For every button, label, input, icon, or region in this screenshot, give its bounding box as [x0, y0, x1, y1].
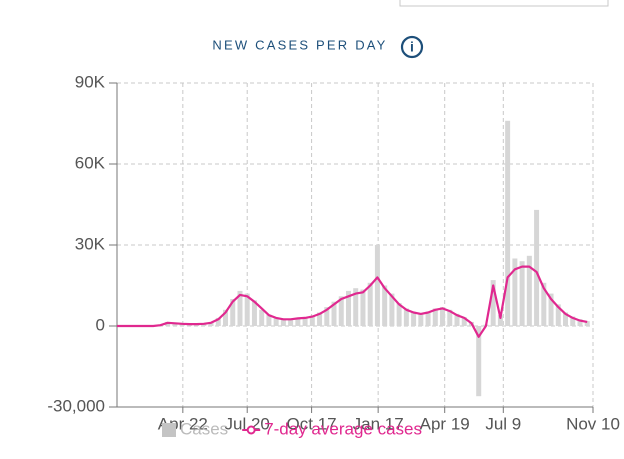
legend-item[interactable]: 7-day average cases — [242, 419, 422, 438]
bar — [259, 309, 265, 326]
bar — [237, 290, 243, 326]
bar — [324, 307, 330, 326]
bar — [172, 323, 178, 326]
bar — [577, 319, 583, 326]
bar — [251, 300, 257, 326]
y-tick-label: 60K — [75, 153, 106, 172]
bar — [360, 289, 366, 326]
bar — [497, 315, 503, 326]
bar — [418, 313, 424, 326]
bar — [461, 317, 467, 326]
bar — [179, 324, 185, 326]
info-icon[interactable]: i — [400, 35, 424, 59]
bar — [389, 293, 395, 326]
chart-title: NEW CASES PER DAY — [212, 37, 387, 52]
x-tick-label: Oct 17 — [287, 414, 337, 433]
bar — [288, 319, 294, 326]
x-tick-label: Jul 9 — [485, 414, 521, 433]
bar — [309, 315, 315, 326]
x-tick-label: Jul 20 — [225, 414, 270, 433]
bar — [382, 285, 388, 326]
legend-swatch — [162, 423, 176, 437]
panel-edge — [399, 0, 609, 7]
y-tick-label: 90K — [75, 72, 106, 91]
info-circle[interactable] — [400, 35, 424, 59]
bar — [353, 288, 359, 326]
bar — [215, 317, 221, 326]
bar — [526, 255, 532, 326]
bar — [230, 299, 236, 326]
bar — [548, 293, 554, 326]
bar — [208, 321, 214, 326]
bar — [403, 308, 409, 326]
bar — [476, 326, 482, 397]
legend-label: 7-day average cases — [264, 419, 422, 438]
bar — [519, 261, 525, 326]
bar — [317, 312, 323, 326]
bar — [411, 311, 417, 326]
bar — [570, 316, 576, 326]
bar — [563, 312, 569, 326]
bar — [534, 209, 540, 326]
bar — [266, 314, 272, 326]
legend-marker — [246, 425, 256, 435]
bar — [440, 307, 446, 326]
bar — [374, 245, 380, 326]
bar — [223, 309, 229, 326]
x-tick-label: Nov 10 — [566, 414, 620, 433]
bar — [367, 282, 373, 326]
bar — [425, 311, 431, 326]
bar — [505, 120, 511, 326]
bar — [280, 318, 286, 326]
bar — [338, 296, 344, 326]
bar — [584, 321, 590, 326]
y-tick-label: -30,000 — [47, 396, 105, 415]
bar — [541, 282, 547, 326]
info-glyph[interactable]: i — [410, 39, 414, 55]
bar — [555, 304, 561, 326]
legend-label: Cases — [180, 419, 228, 438]
x-tick-label: Jan 17 — [353, 414, 404, 433]
bar — [302, 317, 308, 326]
bar — [345, 290, 351, 326]
y-tick-label: 0 — [96, 315, 105, 334]
bar — [165, 321, 171, 326]
bar — [295, 317, 301, 326]
line — [117, 265, 588, 338]
bar — [454, 313, 460, 326]
bar — [396, 303, 402, 326]
bar — [273, 317, 279, 326]
bar — [432, 308, 438, 326]
x-tick-label: Apr 19 — [420, 414, 470, 433]
bar — [331, 301, 337, 326]
bar — [490, 280, 496, 326]
legend-item[interactable]: Cases — [162, 419, 228, 438]
bar — [244, 293, 250, 326]
bar — [512, 258, 518, 326]
bar — [447, 309, 453, 326]
y-tick-label: 30K — [75, 234, 106, 253]
